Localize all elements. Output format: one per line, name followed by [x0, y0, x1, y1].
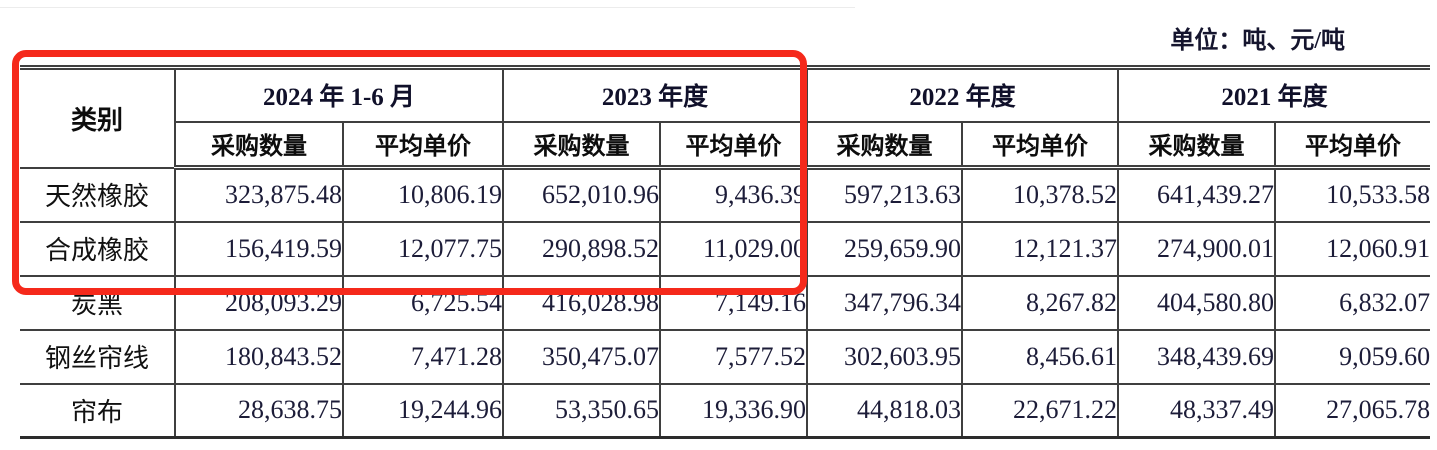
- cell-value: 6,832.07: [1274, 274, 1431, 331]
- cell-value: 274,900.01: [1117, 220, 1277, 277]
- cell-value: 10,533.58: [1274, 166, 1431, 223]
- row-category: 帘布: [20, 382, 176, 439]
- header-group-2023: 2023 年度: [502, 66, 809, 123]
- header-group-row: 类别 2024 年 1-6 月 2023 年度 2022 年度 2021 年度: [20, 66, 1431, 169]
- cell-value: 290,898.52: [502, 220, 662, 277]
- subheader-price-2022: 平均单价: [961, 120, 1120, 170]
- cell-value: 208,093.29: [174, 274, 344, 331]
- cell-value: 597,213.63: [806, 166, 964, 223]
- cell-value: 22,671.22: [961, 382, 1120, 439]
- cell-value: 44,818.03: [806, 382, 964, 439]
- cell-value: 9,436.39: [659, 166, 809, 223]
- table-row-steel-cord: 钢丝帘线 180,843.52 7,471.28 350,475.07 7,57…: [20, 328, 1431, 385]
- header-group-2024: 2024 年 1-6 月: [173, 66, 505, 123]
- table-row-cord-fabric: 帘布 28,638.75 19,244.96 53,350.65 19,336.…: [20, 382, 1431, 439]
- cell-value: 9,059.60: [1274, 328, 1431, 385]
- cell-value: 404,580.80: [1117, 274, 1277, 331]
- cell-value: 19,336.90: [659, 382, 809, 439]
- table-row-synthetic-rubber: 合成橡胶 156,419.59 12,077.75 290,898.52 11,…: [20, 220, 1431, 277]
- cell-value: 7,577.52: [659, 328, 809, 385]
- header-group-2021: 2021 年度: [1117, 66, 1431, 123]
- cell-value: 416,028.98: [502, 274, 662, 331]
- cell-value: 53,350.65: [502, 382, 662, 439]
- subheader-price-2024: 平均单价: [341, 120, 505, 170]
- cell-value: 259,659.90: [806, 220, 964, 277]
- subheader-qty-2021: 采购数量: [1117, 120, 1277, 170]
- cell-value: 641,439.27: [1117, 166, 1277, 223]
- cell-value: 323,875.48: [174, 166, 344, 223]
- header-group-2022: 2022 年度: [806, 66, 1120, 123]
- table-row-natural-rubber: 天然橡胶 323,875.48 10,806.19 652,010.96 9,4…: [20, 166, 1431, 223]
- procurement-table: 类别 2024 年 1-6 月 2023 年度 2022 年度 2021 年度 …: [20, 65, 1431, 439]
- row-category: 天然橡胶: [20, 166, 176, 223]
- cell-value: 12,060.91: [1274, 220, 1431, 277]
- cell-value: 347,796.34: [806, 274, 964, 331]
- cell-value: 156,419.59: [174, 220, 344, 277]
- cell-value: 27,065.78: [1274, 382, 1431, 439]
- cell-value: 348,439.69: [1117, 328, 1277, 385]
- subheader-price-2023: 平均单价: [659, 120, 809, 170]
- cell-value: 10,806.19: [341, 166, 505, 223]
- cell-value: 8,267.82: [961, 274, 1120, 331]
- cell-value: 10,378.52: [961, 166, 1120, 223]
- cell-value: 19,244.96: [341, 382, 505, 439]
- cell-value: 6,725.54: [341, 274, 505, 331]
- row-category: 炭黑: [20, 274, 176, 331]
- cell-value: 302,603.95: [806, 328, 964, 385]
- row-category: 合成橡胶: [20, 220, 176, 277]
- cell-value: 12,121.37: [961, 220, 1120, 277]
- table-row-carbon-black: 炭黑 208,093.29 6,725.54 416,028.98 7,149.…: [20, 274, 1431, 331]
- subheader-qty-2022: 采购数量: [806, 120, 964, 170]
- cell-value: 48,337.49: [1117, 382, 1277, 439]
- cell-value: 7,471.28: [341, 328, 505, 385]
- header-sub-row: 采购数量 平均单价 采购数量 平均单价 采购数量 平均单价 采购数量 平均单价: [20, 120, 1431, 170]
- cell-value: 350,475.07: [502, 328, 662, 385]
- cell-value: 28,638.75: [174, 382, 344, 439]
- cell-value: 180,843.52: [174, 328, 344, 385]
- scan-artifact-line: [0, 7, 855, 8]
- subheader-qty-2024: 采购数量: [175, 120, 344, 170]
- unit-label: 单位：吨、元/吨: [1170, 28, 1345, 54]
- row-category: 钢丝帘线: [20, 328, 176, 385]
- cell-value: 652,010.96: [502, 166, 662, 223]
- cell-value: 7,149.16: [659, 274, 809, 331]
- subheader-price-2021: 平均单价: [1274, 120, 1431, 170]
- subheader-qty-2023: 采购数量: [502, 120, 662, 170]
- header-category: 类别: [20, 66, 176, 169]
- cell-value: 8,456.61: [961, 328, 1120, 385]
- cell-value: 12,077.75: [341, 220, 505, 277]
- cell-value: 11,029.00: [659, 220, 809, 277]
